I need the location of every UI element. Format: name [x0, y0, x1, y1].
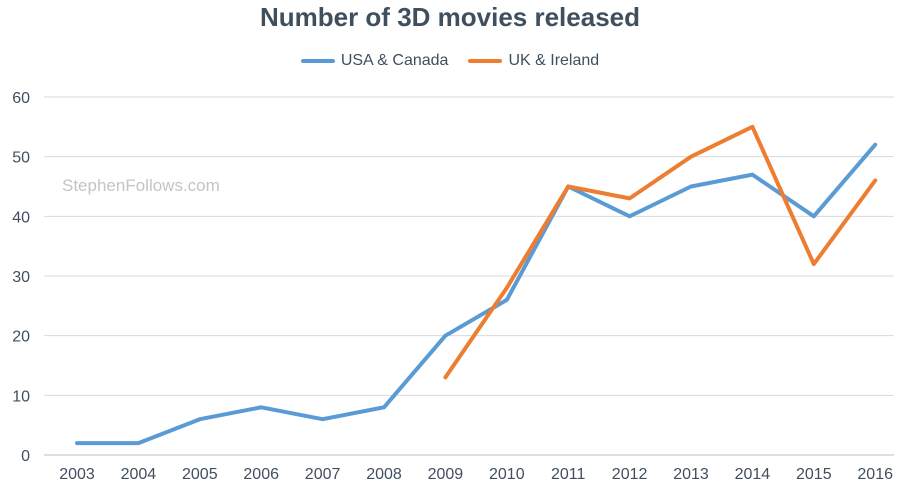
x-tick-label-2007: 2007 — [305, 466, 341, 483]
y-tick-label-60: 60 — [12, 90, 30, 107]
x-tick-label-2012: 2012 — [612, 466, 648, 483]
x-tick-label-2009: 2009 — [428, 466, 464, 483]
x-tick-label-2016: 2016 — [857, 466, 893, 483]
x-tick-label-2010: 2010 — [489, 466, 525, 483]
x-tick-label-2011: 2011 — [551, 466, 586, 483]
x-tick-label-2003: 2003 — [59, 466, 95, 483]
legend-item-uk-ireland: UK & Ireland — [468, 52, 599, 70]
legend-label-uk-ireland: UK & Ireland — [508, 52, 600, 69]
legend-item-usa-canada: USA & Canada — [300, 52, 449, 70]
y-tick-label-20: 20 — [12, 329, 30, 346]
y-tick-label-50: 50 — [12, 150, 30, 167]
x-tick-label-2015: 2015 — [796, 466, 832, 483]
legend-swatch-usa-canada — [300, 59, 335, 63]
legend-label-usa-canada: USA & Canada — [340, 52, 449, 69]
y-tick-label-0: 0 — [21, 448, 30, 465]
watermark: StephenFollows.com — [62, 176, 220, 195]
x-tick-label-2005: 2005 — [182, 466, 218, 483]
legend-swatch-uk-ireland — [468, 59, 503, 63]
x-tick-label-2004: 2004 — [121, 466, 157, 483]
y-tick-label-10: 10 — [12, 388, 30, 405]
x-tick-label-2014: 2014 — [735, 466, 771, 483]
x-tick-label-2006: 2006 — [243, 466, 279, 483]
x-tick-label-2013: 2013 — [673, 466, 709, 483]
y-tick-label-30: 30 — [12, 269, 30, 286]
y-tick-label-40: 40 — [12, 209, 30, 226]
chart-title: Number of 3D movies released — [259, 2, 641, 32]
series-line-uk-ireland — [443, 124, 878, 380]
x-tick-label-2008: 2008 — [366, 466, 402, 483]
legend: USA & Canada UK & Ireland — [0, 52, 900, 70]
series-line-usa-canada — [75, 142, 878, 446]
